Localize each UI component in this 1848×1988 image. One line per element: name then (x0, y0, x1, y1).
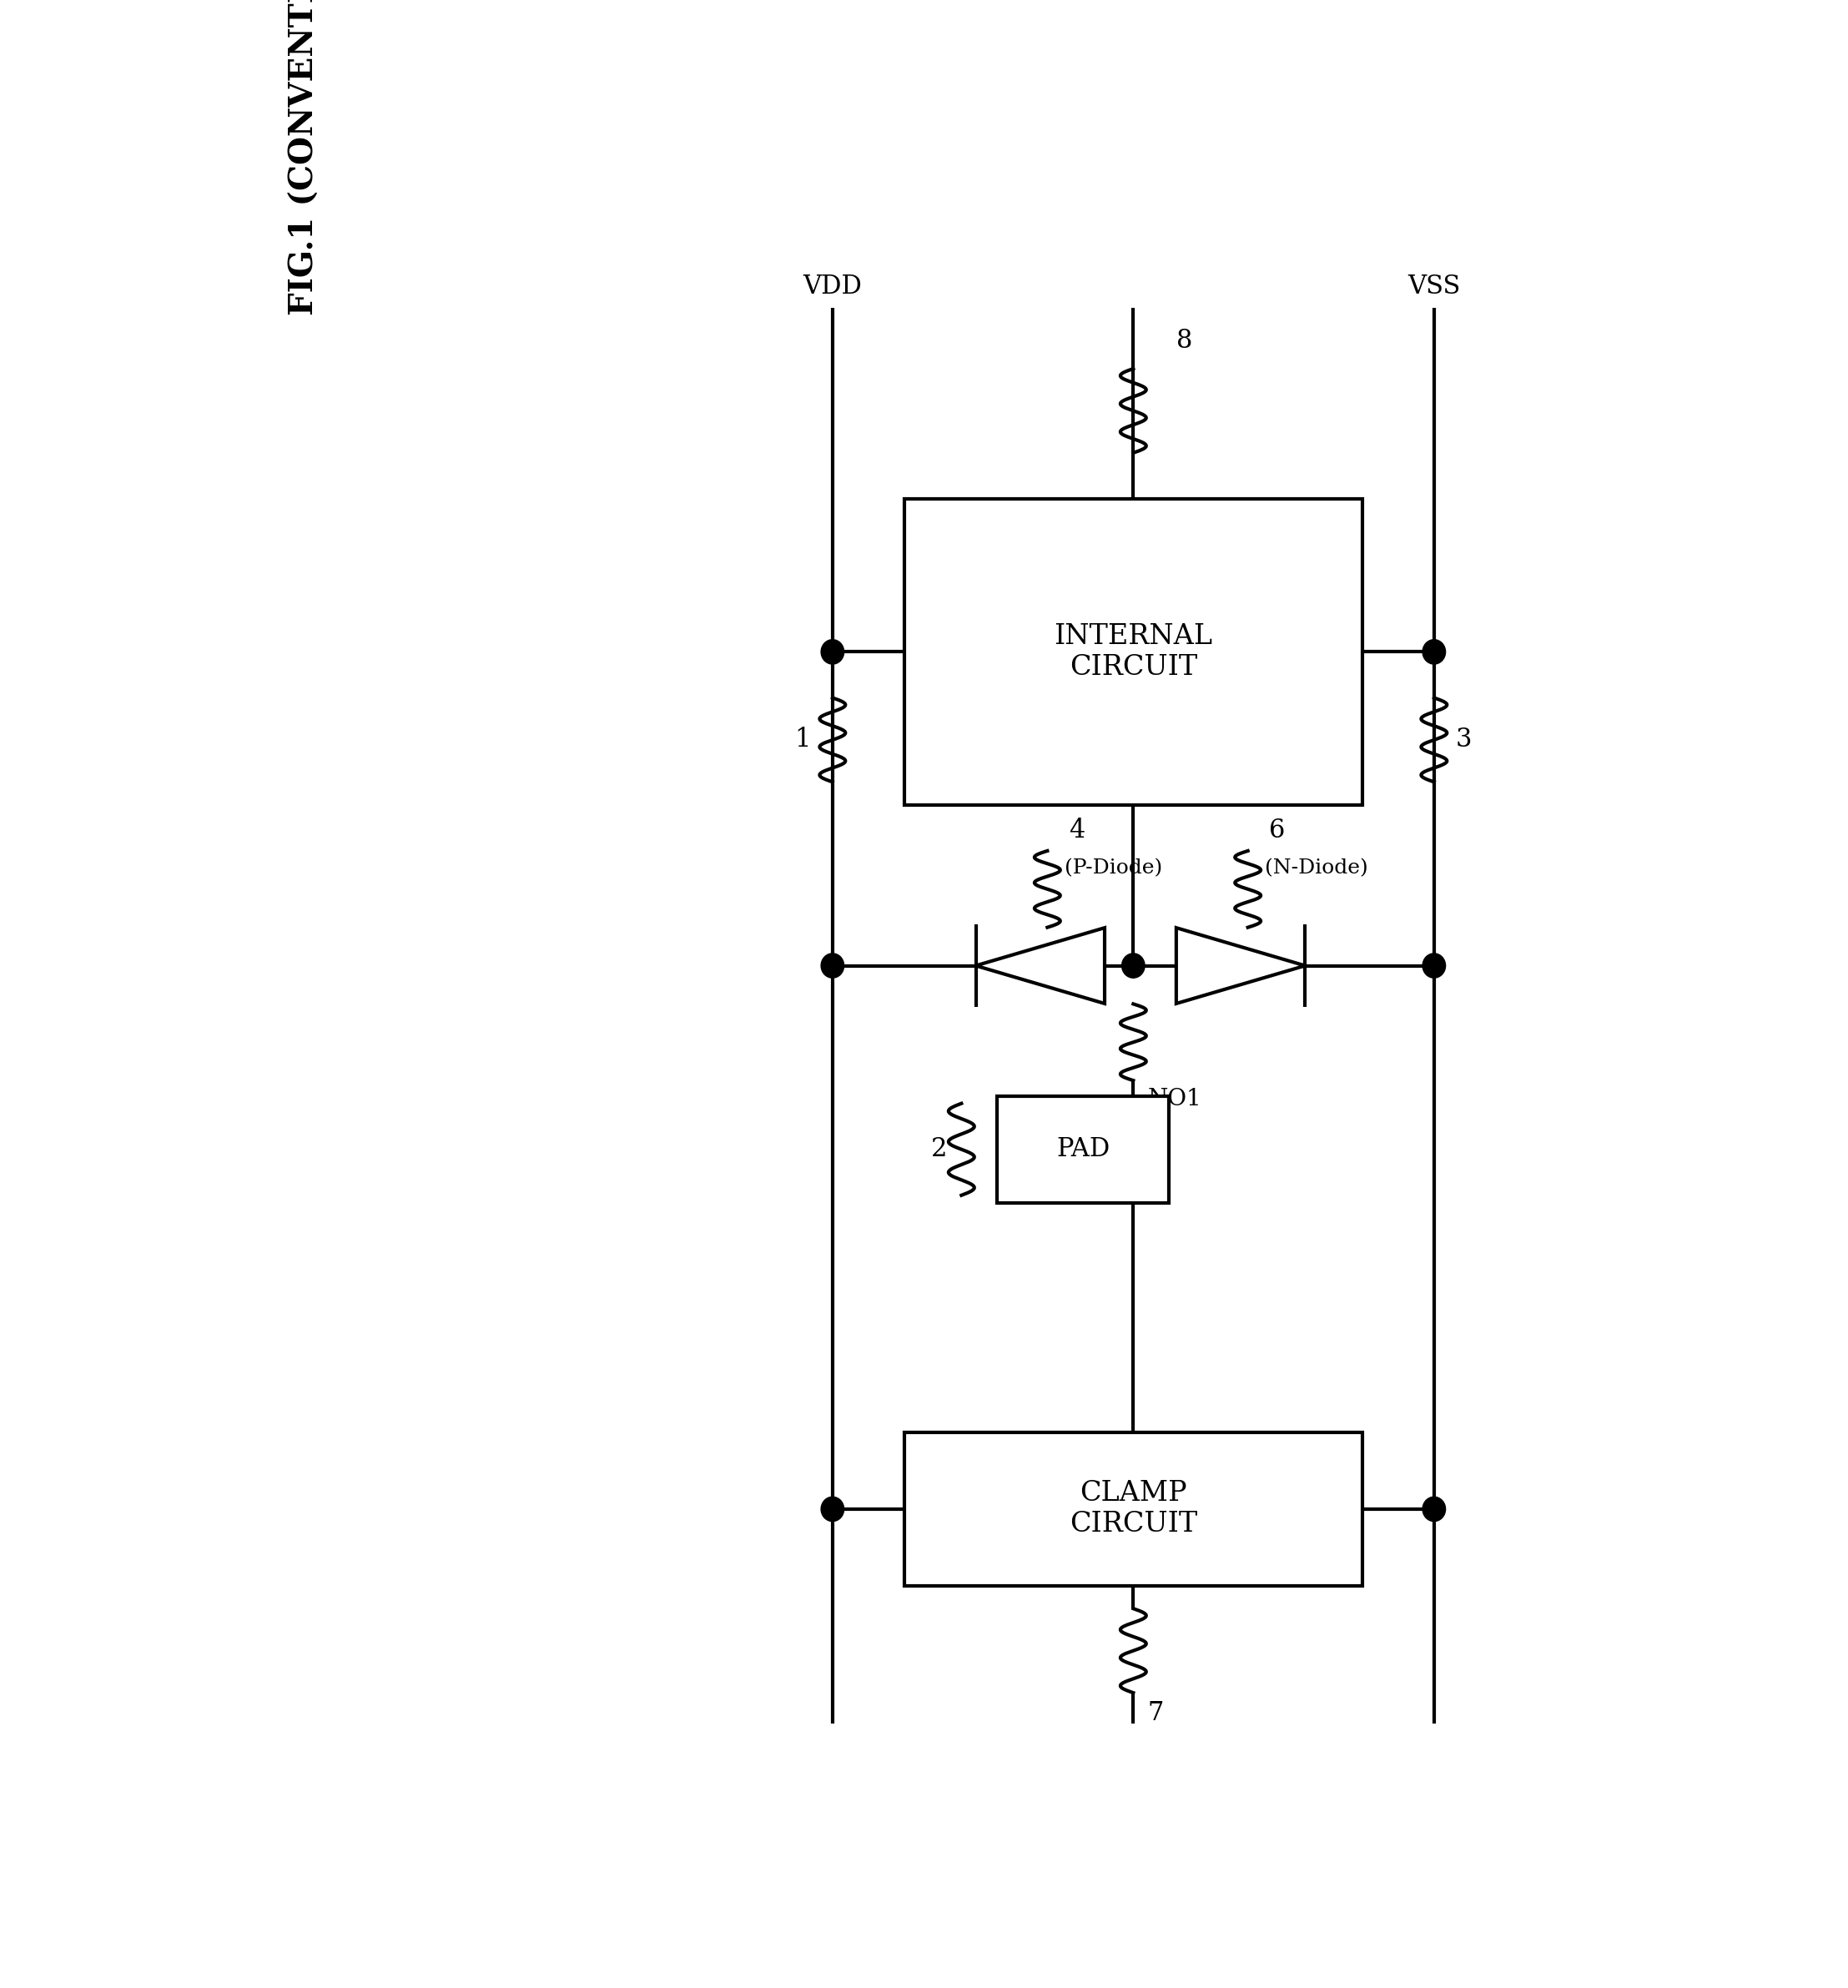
Text: 2: 2 (931, 1137, 946, 1163)
Circle shape (1423, 640, 1445, 664)
Text: (N-Diode): (N-Diode) (1266, 859, 1368, 879)
Text: 8: 8 (1175, 328, 1192, 354)
Text: 4: 4 (1068, 817, 1085, 843)
Text: NO1: NO1 (1148, 1087, 1201, 1111)
Polygon shape (998, 1095, 1170, 1203)
Text: INTERNAL
CIRCUIT: INTERNAL CIRCUIT (1053, 622, 1212, 680)
Text: 1: 1 (795, 728, 811, 753)
Text: 6: 6 (1270, 817, 1286, 843)
Text: (P-Diode): (P-Diode) (1064, 859, 1162, 879)
Polygon shape (1175, 928, 1305, 1004)
Circle shape (1122, 954, 1144, 978)
Polygon shape (904, 499, 1362, 805)
Text: VDD: VDD (804, 274, 861, 300)
Circle shape (821, 1497, 845, 1521)
Text: CLAMP
CIRCUIT: CLAMP CIRCUIT (1070, 1481, 1198, 1539)
Polygon shape (904, 1433, 1362, 1586)
Polygon shape (976, 928, 1105, 1004)
Text: 3: 3 (1456, 728, 1471, 753)
Text: 7: 7 (1148, 1700, 1164, 1726)
Text: VSS: VSS (1408, 274, 1460, 300)
Text: FIG.1 (CONVENTIONAL ART): FIG.1 (CONVENTIONAL ART) (288, 0, 320, 314)
Circle shape (1423, 954, 1445, 978)
Circle shape (1423, 1497, 1445, 1521)
Circle shape (821, 954, 845, 978)
Circle shape (821, 640, 845, 664)
Text: PAD: PAD (1057, 1137, 1111, 1163)
